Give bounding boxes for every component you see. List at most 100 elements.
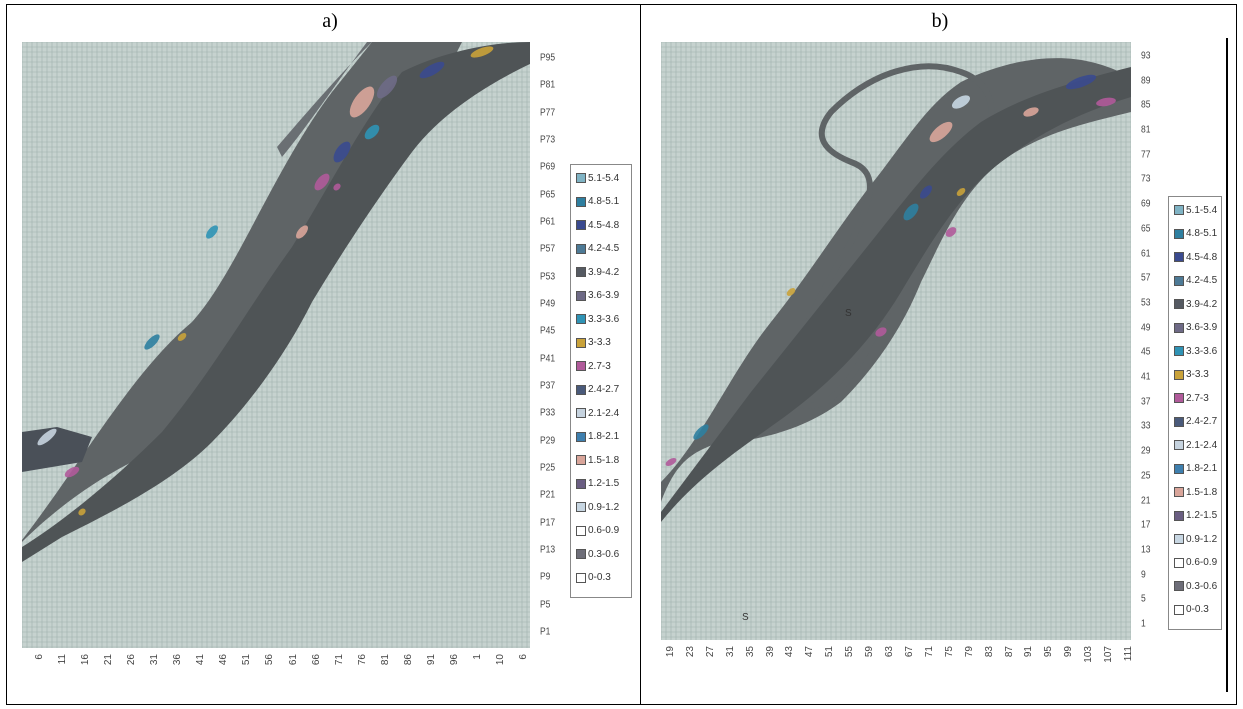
y-tick-label: 33 <box>1141 420 1151 432</box>
y-tick-label: P57 <box>540 243 556 255</box>
legend-label: 0.9-1.2 <box>1186 533 1218 545</box>
legend-item: 4.8-5.1 <box>1174 227 1217 241</box>
panel-b-depth-patch <box>929 121 953 143</box>
legend-label: 5.1-5.4 <box>588 172 620 184</box>
x-tick-label: 79 <box>963 646 975 658</box>
x-tick-label: 6 <box>34 654 45 660</box>
panel-divider <box>640 4 641 705</box>
legend-swatch <box>576 361 586 371</box>
y-tick-label: P45 <box>540 325 556 337</box>
y-tick-label: P81 <box>540 79 556 91</box>
x-tick-label: 86 <box>402 654 414 666</box>
legend-label: 1.8-2.1 <box>588 431 620 442</box>
x-tick-label: 36 <box>172 654 184 666</box>
legend-swatch <box>576 502 586 512</box>
legend-swatch <box>576 525 586 536</box>
panel-b-grid-map <box>661 42 1131 640</box>
panel-b-legend: 5.1-5.4 4.8-5.1 4.5-4.8 4.2-4.5 3.9-4.2 3.6-3… <box>1168 196 1222 630</box>
panel-a-y-axis: P95 P81 P77 P73 P69 P65 P61 P57 P53 P49 P45 P41 P37 P… <box>540 42 570 648</box>
legend-swatch <box>576 243 586 254</box>
x-tick-label: 75 <box>943 646 955 658</box>
legend-label: 1.2-1.5 <box>588 478 620 489</box>
legend-swatch <box>576 572 586 583</box>
legend-item: 0.6-0.9 <box>576 524 619 538</box>
legend-swatch <box>1174 369 1184 380</box>
legend-swatch <box>1174 604 1184 615</box>
x-tick-label: 41 <box>195 654 207 666</box>
y-tick-label: P1 <box>540 626 551 638</box>
panel-b-depth-patch <box>1096 97 1116 107</box>
y-tick-label: 17 <box>1141 519 1151 531</box>
x-tick-label: 43 <box>784 646 796 658</box>
legend-swatch <box>1174 487 1184 497</box>
legend-label: 3.3-3.6 <box>1186 345 1218 357</box>
x-tick-label: 31 <box>149 654 161 666</box>
legend-swatch <box>1174 510 1184 521</box>
y-tick-label: P41 <box>540 353 556 365</box>
panel-a-depth-patch <box>314 173 330 191</box>
legend-swatch <box>1174 416 1184 427</box>
x-tick-label: 91 <box>1023 646 1035 658</box>
legend-label: 1.8-2.1 <box>1186 463 1218 474</box>
legend-item: 3.6-3.9 <box>576 289 619 303</box>
legend-item: 2.4-2.7 <box>1174 415 1217 429</box>
legend-label: 3.6-3.9 <box>1186 322 1218 333</box>
figure-frame <box>6 4 1237 705</box>
panel-a-depth-patch <box>419 61 445 79</box>
panel-b-depth-patch <box>945 227 957 237</box>
x-tick-label: 35 <box>744 646 756 658</box>
y-tick-label: P5 <box>540 599 551 611</box>
panel-b-depth-patch <box>665 458 677 466</box>
panel-a-inlet <box>22 427 92 472</box>
legend-label: 1.5-1.8 <box>588 454 620 466</box>
y-tick-label: P65 <box>540 189 556 201</box>
legend-item: 2.4-2.7 <box>576 383 619 397</box>
y-tick-label: P17 <box>540 517 556 529</box>
x-tick-label: 6 <box>518 654 529 660</box>
legend-label: 4.8-5.1 <box>1186 228 1218 239</box>
x-tick-label: 55 <box>844 646 856 658</box>
legend-swatch <box>1174 393 1184 403</box>
x-tick-label: 63 <box>884 646 896 658</box>
panel-a-main-channel <box>22 42 530 562</box>
legend-item: 4.5-4.8 <box>576 218 619 232</box>
y-tick-label: P21 <box>540 489 556 501</box>
legend-swatch <box>576 337 586 348</box>
y-tick-label: 77 <box>1141 149 1151 161</box>
legend-item: 1.2-1.5 <box>1174 509 1217 523</box>
legend-swatch <box>1174 228 1184 239</box>
y-tick-label: P95 <box>540 52 556 64</box>
legend-item: 2.7-3 <box>1174 391 1209 405</box>
legend-label: 3.9-4.2 <box>1186 298 1218 310</box>
x-tick-label: 66 <box>310 654 322 666</box>
x-tick-label: 91 <box>425 654 437 666</box>
y-tick-label: 53 <box>1141 297 1151 309</box>
panel-a-x-axis: 6 11 16 21 26 31 36 41 46 51 56 61 66 71 76 81 86 91 96 1 10… <box>22 654 530 694</box>
legend-label: 4.8-5.1 <box>588 196 620 207</box>
panel-a-depth-patch <box>364 124 380 140</box>
legend-label: 3-3.3 <box>588 337 611 348</box>
x-tick-label: 26 <box>126 654 138 666</box>
x-tick-label: 16 <box>80 654 92 666</box>
panel-b-depth-patch <box>693 424 709 440</box>
y-tick-label: 69 <box>1141 198 1151 210</box>
legend-item: 1.2-1.5 <box>576 477 619 491</box>
legend-item: 5.1-5.4 <box>576 171 619 185</box>
legend-label: 2.1-2.4 <box>1186 439 1218 451</box>
panel-a-depth-patch <box>144 334 160 350</box>
y-tick-label: 93 <box>1141 50 1151 62</box>
panel-a-depth-patch <box>64 466 80 478</box>
y-tick-label: P61 <box>540 216 556 228</box>
legend-item: 1.5-1.8 <box>576 453 619 467</box>
y-tick-label: P53 <box>540 271 556 283</box>
legend-label: 3.9-4.2 <box>588 266 620 278</box>
legend-label: 3-3.3 <box>1186 369 1209 380</box>
legend-swatch <box>1174 299 1184 309</box>
x-tick-label: 19 <box>665 646 676 658</box>
y-tick-label: 13 <box>1141 544 1151 556</box>
legend-label: 4.5-4.8 <box>588 219 620 231</box>
y-tick-label: 65 <box>1141 223 1151 235</box>
x-tick-label: 67 <box>903 646 915 658</box>
legend-swatch <box>1174 440 1184 450</box>
legend-item: 3.3-3.6 <box>1174 344 1217 358</box>
